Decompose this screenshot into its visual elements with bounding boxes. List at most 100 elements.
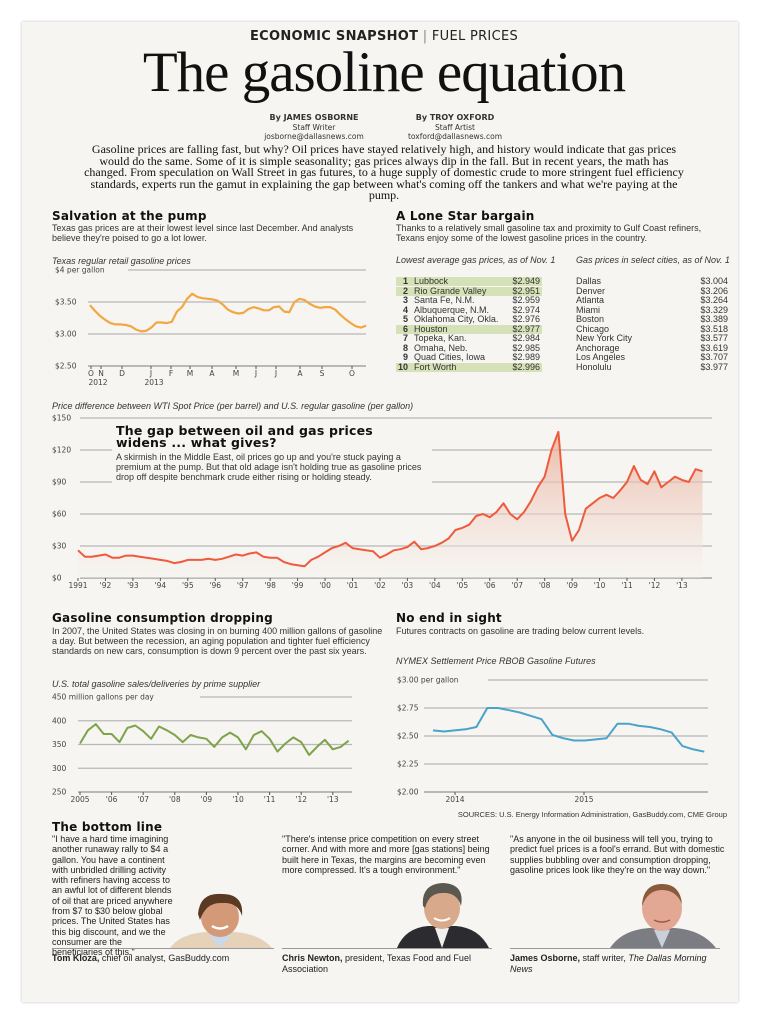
wti-chart-label: Price difference between WTI Spot Price … (52, 401, 414, 411)
lowest-prices-table: 1 Lubbock $2.949 2 Rio Grande Valley $2.951 3 S… (396, 277, 542, 372)
x-tick-label: '03 (402, 581, 414, 590)
price: $2.977 (512, 323, 540, 334)
price: $3.619 (700, 342, 728, 353)
x-tick-label: J (254, 369, 257, 378)
x-tick-label: '07 (511, 581, 523, 590)
futures-chart-label: NYMEX Settlement Price RBOB Gasoline Fut… (396, 656, 596, 666)
x-tick-label: '09 (566, 581, 578, 590)
city-price-row: Atlanta $3.264 (574, 296, 730, 305)
city: New York City (576, 333, 633, 343)
byline-role: Staff Writer (292, 122, 336, 132)
city-price-row: Chicago $3.518 (574, 323, 730, 334)
price: $2.976 (512, 314, 540, 324)
x-tick-label: '98 (264, 581, 276, 590)
byline-email[interactable]: toxford@dallasnews.com (407, 132, 503, 141)
caption-kloza: Tom Kloza, chief oil analyst, GasBuddy.c… (52, 953, 274, 964)
quote-osborne: "As anyone in the oil business will tell… (510, 834, 725, 875)
caption-title: chief oil analyst, GasBuddy.com (101, 953, 230, 963)
y-tick-label: 250 (52, 788, 67, 797)
x-tick-label: '00 (319, 581, 331, 590)
x-tick-label: '09 (201, 795, 213, 804)
photo-james-osborne (610, 884, 716, 948)
gap-annotation: The gap between oil and gas prices widen… (112, 423, 432, 484)
x-tick-label: '08 (169, 795, 181, 804)
city-price-row: Miami $3.329 (574, 304, 730, 315)
price: $2.951 (512, 285, 540, 296)
caption-title: staff writer, (582, 953, 626, 963)
x-tick-label: N (98, 369, 104, 378)
series-line (432, 707, 705, 753)
x-tick-label: F (169, 369, 173, 378)
lowest-price-row: 10 Fort Worth $2.996 (396, 361, 542, 372)
kicker: ECONOMIC SNAPSHOT | FUEL PRICES (0, 29, 768, 44)
caption-name: James Osborne, (510, 953, 581, 963)
rank: 2 (402, 285, 408, 296)
price: $3.004 (700, 276, 728, 286)
y-tick-label: $150 (52, 414, 71, 423)
city-price-row: Anchorage $3.619 (574, 342, 730, 353)
x-tick-label: 2014 (445, 795, 464, 804)
city: Denver (576, 285, 606, 296)
rank: 10 (397, 361, 408, 372)
series-line (89, 292, 367, 333)
y-tick-label: $2.75 (397, 704, 419, 713)
x-tick-label: '12 (295, 795, 307, 804)
city: Boston (576, 314, 605, 324)
city: Miami (576, 304, 600, 315)
lowest-price-row: 9 Quad Cities, Iowa $2.989 (396, 353, 542, 362)
x-tick-label: '07 (137, 795, 149, 804)
quote-kloza: "I have a hard time imagining another ru… (52, 834, 274, 958)
city: Houston (414, 323, 448, 334)
city: Oklahoma City, Okla. (414, 314, 499, 324)
x-tick-label: '10 (232, 795, 244, 804)
quote-text: "As anyone in the oil business will tell… (510, 834, 725, 875)
no-end-body: Futures contracts on gasoline are tradin… (396, 626, 645, 636)
divider (510, 948, 720, 949)
x-tick-label: '13 (327, 795, 339, 804)
kicker-separator: | (422, 29, 428, 44)
x-tick-label: A (209, 369, 215, 378)
x-tick-label: '96 (209, 581, 221, 590)
sources-note: SOURCES: U.S. Energy Information Adminis… (457, 810, 727, 819)
y-tick-label: $3.00 per gallon (397, 676, 459, 685)
price: $3.577 (700, 333, 728, 343)
lowest-price-row: 4 Albuquerque, N.M. $2.974 (396, 304, 542, 315)
rank: 7 (402, 333, 408, 343)
city: Chicago (576, 323, 610, 334)
quote-text: "I have a hard time imagining another ru… (52, 834, 173, 958)
x-year-label: 2013 (144, 378, 163, 387)
x-tick-label: M (187, 369, 193, 378)
x-tick-label: '93 (127, 581, 139, 590)
lowest-price-row: 2 Rio Grande Valley $2.951 (396, 285, 542, 296)
x-tick-label: '10 (594, 581, 606, 590)
x-tick-label: O (349, 369, 355, 378)
lowest-price-row: 5 Oklahoma City, Okla. $2.976 (396, 315, 542, 324)
x-tick-label: '02 (374, 581, 386, 590)
consumption-body: In 2007, the United States was closing i… (52, 626, 383, 656)
lowest-prices-label: Lowest average gas prices, as of Nov. 1 (396, 255, 556, 265)
lowest-price-row: 7 Topeka, Kan. $2.984 (396, 334, 542, 343)
city: Santa Fe, N.M. (414, 295, 475, 305)
city: Albuquerque, N.M. (414, 304, 490, 315)
gap-body: A skirmish in the Middle East, oil price… (116, 452, 422, 482)
price: $3.329 (700, 304, 728, 315)
city-price-row: Los Angeles $3.707 (574, 353, 730, 362)
city-price-row: Honolulu $3.977 (574, 362, 730, 372)
rank: 6 (402, 323, 408, 334)
price: $3.518 (700, 323, 728, 334)
page-title: The gasoline equation (142, 41, 626, 104)
byline-name: By JAMES OSBORNE (269, 113, 359, 122)
byline-email[interactable]: josborne@dallasnews.com (264, 132, 364, 141)
rank: 5 (402, 314, 408, 324)
rank: 1 (402, 276, 408, 286)
x-tick-label: '08 (539, 581, 551, 590)
x-tick-label: '01 (347, 581, 359, 590)
lowest-price-row: 1 Lubbock $2.949 (396, 277, 542, 286)
no-end-heading: No end in sight (396, 611, 502, 625)
city-price-row: Boston $3.389 (574, 315, 730, 324)
y-tick-label: $2.00 (397, 788, 419, 797)
y-tick-label: 400 (52, 716, 67, 725)
kicker-section: ECONOMIC SNAPSHOT (249, 29, 419, 44)
y-tick-label: $2.50 (397, 732, 419, 741)
